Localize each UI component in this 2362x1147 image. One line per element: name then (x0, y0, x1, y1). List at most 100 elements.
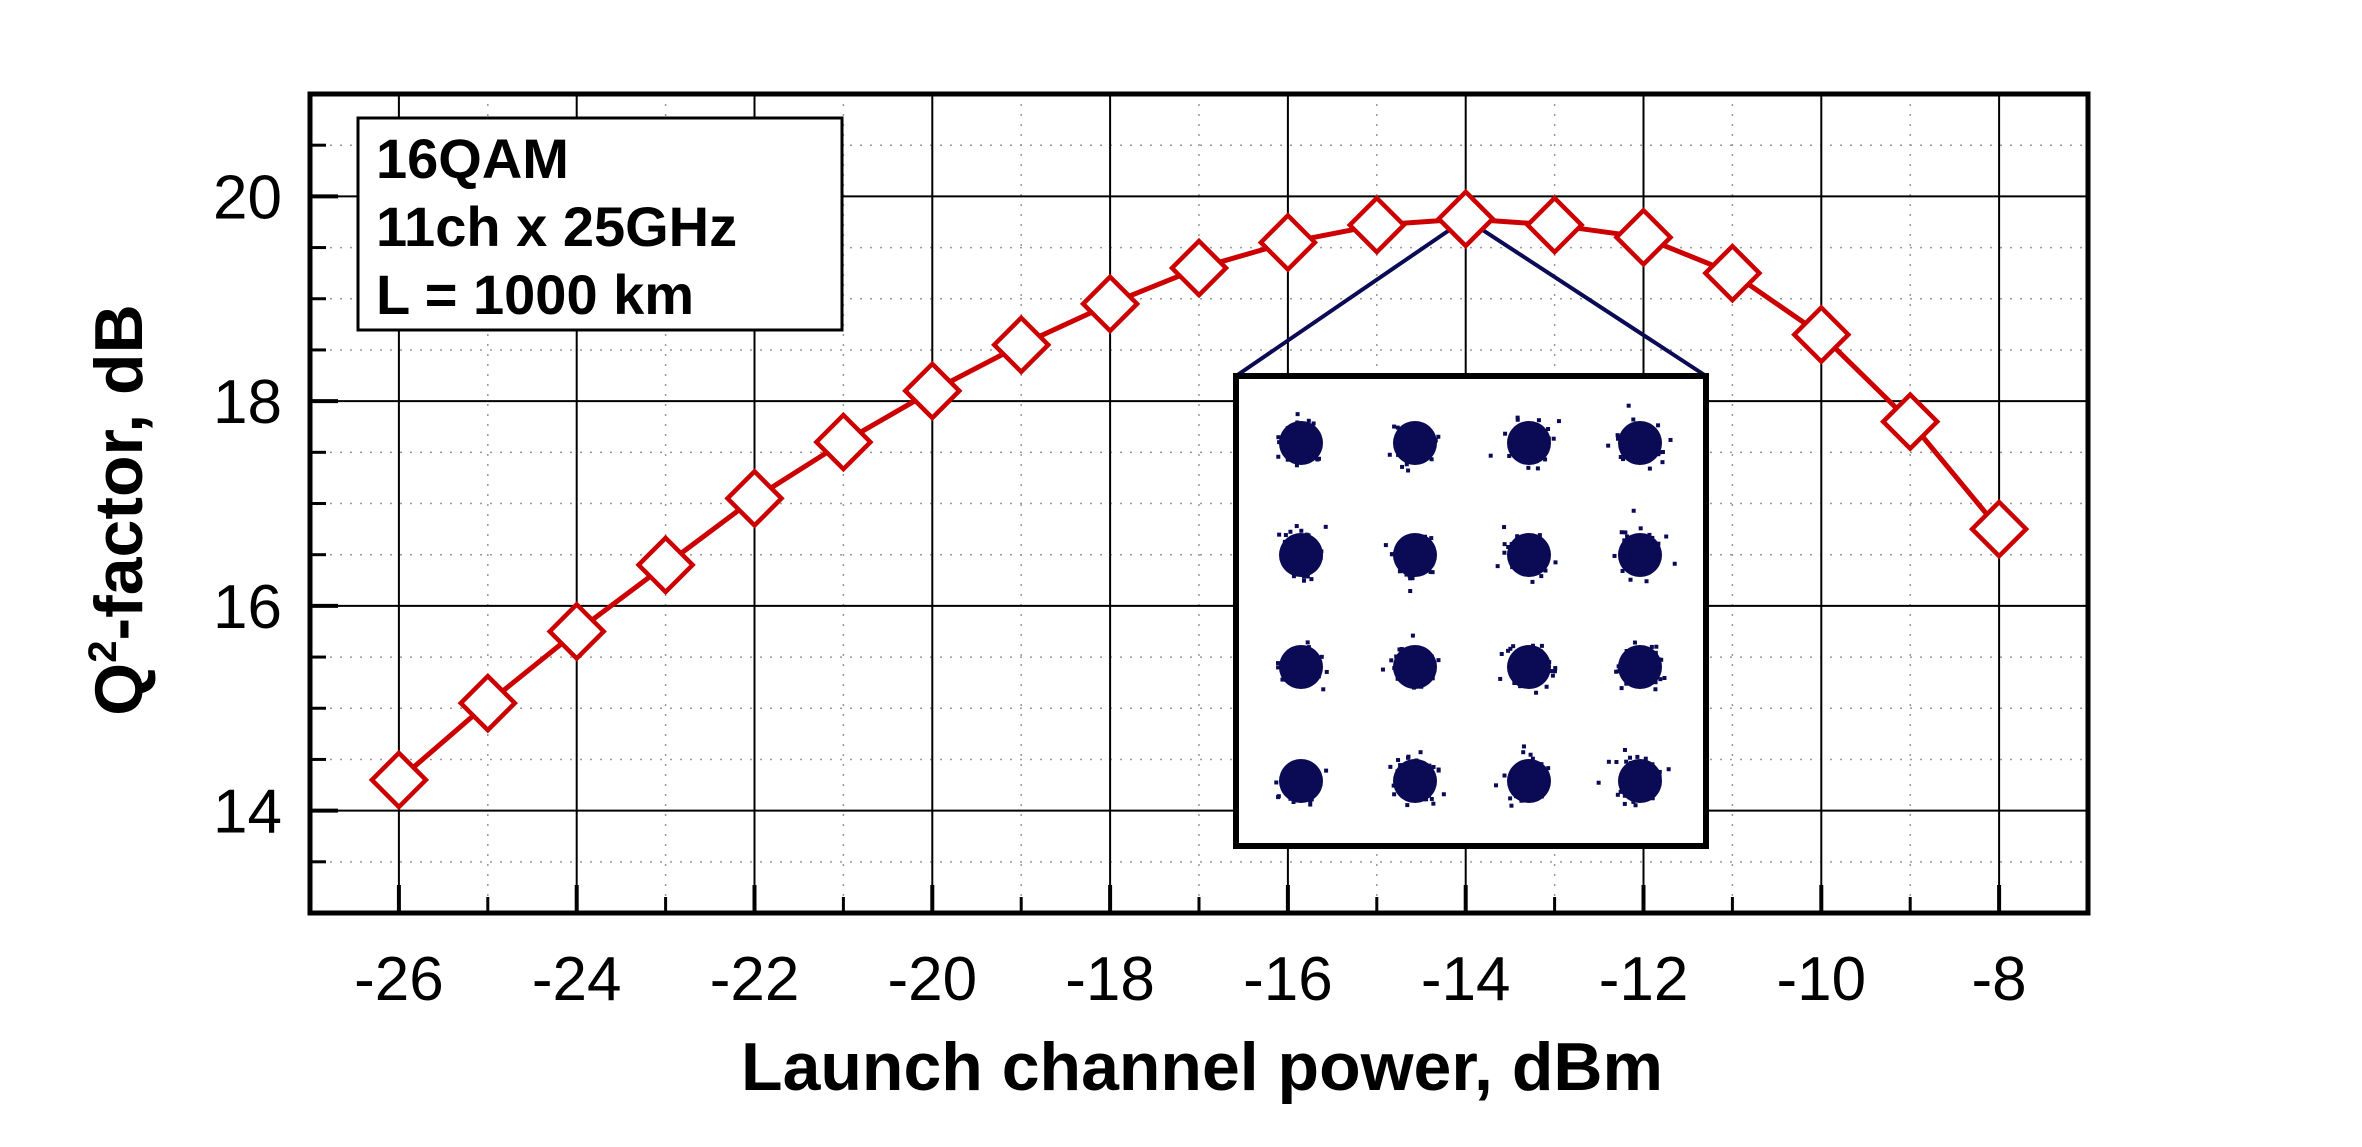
constellation-point (1299, 452, 1304, 457)
constellation-point (1520, 566, 1525, 571)
constellation-point (1537, 783, 1542, 788)
constellation-point (1324, 768, 1329, 773)
constellation-point (1647, 427, 1652, 432)
constellation-point (1323, 524, 1328, 529)
constellation-point (1417, 794, 1422, 799)
constellation-point (1520, 554, 1525, 559)
constellation-point (1643, 564, 1648, 569)
constellation-point (1635, 446, 1640, 451)
constellation-point (1638, 784, 1643, 789)
constellation-point (1596, 780, 1601, 785)
constellation-point (1656, 783, 1661, 788)
x-tick-label: -22 (710, 945, 800, 1014)
constellation-point (1299, 558, 1304, 563)
constellation-point (1662, 676, 1667, 681)
constellation-point (1615, 433, 1620, 438)
constellation-point (1389, 658, 1394, 663)
constellation-point (1302, 658, 1307, 663)
constellation-point (1296, 563, 1301, 568)
constellation-point (1536, 775, 1541, 780)
constellation-point (1291, 547, 1296, 552)
constellation-point (1296, 783, 1301, 788)
constellation-point (1403, 656, 1408, 661)
constellation-point (1296, 787, 1301, 792)
constellation-point (1413, 554, 1418, 559)
constellation-point (1640, 444, 1645, 449)
constellation-point (1646, 448, 1651, 453)
constellation-point (1289, 780, 1294, 785)
constellation-point (1301, 667, 1306, 672)
constellation-point (1644, 562, 1649, 567)
constellation-point (1411, 447, 1416, 452)
constellation-point (1535, 443, 1540, 448)
constellation-point (1659, 657, 1664, 662)
constellation-point (1315, 457, 1320, 462)
constellation-point (1423, 674, 1428, 679)
constellation-point (1419, 774, 1424, 779)
constellation-point (1396, 758, 1401, 763)
constellation-point (1406, 558, 1411, 563)
constellation-point (1517, 435, 1522, 440)
constellation-point (1401, 790, 1406, 795)
constellation-point (1515, 449, 1520, 454)
constellation-point (1642, 676, 1647, 681)
constellation-point (1276, 665, 1281, 670)
constellation-point (1304, 652, 1309, 657)
constellation-point (1628, 441, 1633, 446)
constellation-point (1406, 445, 1411, 450)
constellation-point (1407, 573, 1412, 578)
constellation-point (1630, 775, 1635, 780)
constellation-point (1525, 657, 1530, 662)
constellation-point (1388, 764, 1393, 769)
constellation-point (1410, 665, 1415, 670)
constellation-point (1308, 802, 1313, 807)
constellation-point (1294, 456, 1299, 461)
constellation-point (1614, 760, 1619, 765)
constellation-cluster (1387, 421, 1441, 473)
constellation-point (1615, 792, 1620, 797)
constellation-point (1616, 669, 1621, 674)
constellation-point (1427, 667, 1432, 672)
constellation-point (1318, 444, 1323, 449)
constellation-point (1553, 666, 1558, 671)
constellation-point (1649, 448, 1654, 453)
constellation-point (1402, 569, 1407, 574)
constellation-point (1635, 534, 1640, 539)
constellation-point (1421, 437, 1426, 442)
constellation-point (1518, 650, 1523, 655)
constellation-point (1628, 430, 1633, 435)
constellation-point (1418, 767, 1423, 772)
constellation-point (1288, 529, 1293, 534)
constellation-point (1525, 558, 1530, 563)
constellation-point (1528, 752, 1533, 757)
constellation-point (1414, 758, 1419, 763)
data-point-diamond (1435, 188, 1496, 250)
constellation-point (1301, 682, 1306, 687)
constellation-point (1424, 434, 1429, 439)
x-axis-title: Launch channel power, dBm (741, 1029, 1663, 1105)
constellation-point (1413, 668, 1418, 673)
constellation-point (1524, 789, 1529, 794)
constellation-point (1285, 457, 1290, 462)
constellation-point (1411, 554, 1416, 559)
constellation-point (1628, 670, 1633, 675)
constellation-point (1541, 654, 1546, 659)
constellation-point (1624, 759, 1629, 764)
constellation-point (1632, 795, 1637, 800)
constellation-point (1510, 432, 1515, 437)
constellation-point (1418, 551, 1423, 556)
constellation-point (1545, 782, 1550, 787)
constellation-point (1545, 778, 1550, 783)
constellation-point (1441, 792, 1446, 797)
constellation-point (1552, 669, 1557, 674)
constellation-point (1652, 438, 1657, 443)
constellation-point (1426, 437, 1431, 442)
constellation-point (1294, 770, 1299, 775)
constellation-point (1518, 787, 1523, 792)
constellation-point (1400, 783, 1405, 788)
constellation-point (1306, 449, 1311, 454)
constellation-point (1280, 439, 1285, 444)
constellation-point (1556, 419, 1561, 424)
constellation-cluster (1612, 508, 1677, 584)
constellation-point (1319, 654, 1324, 659)
